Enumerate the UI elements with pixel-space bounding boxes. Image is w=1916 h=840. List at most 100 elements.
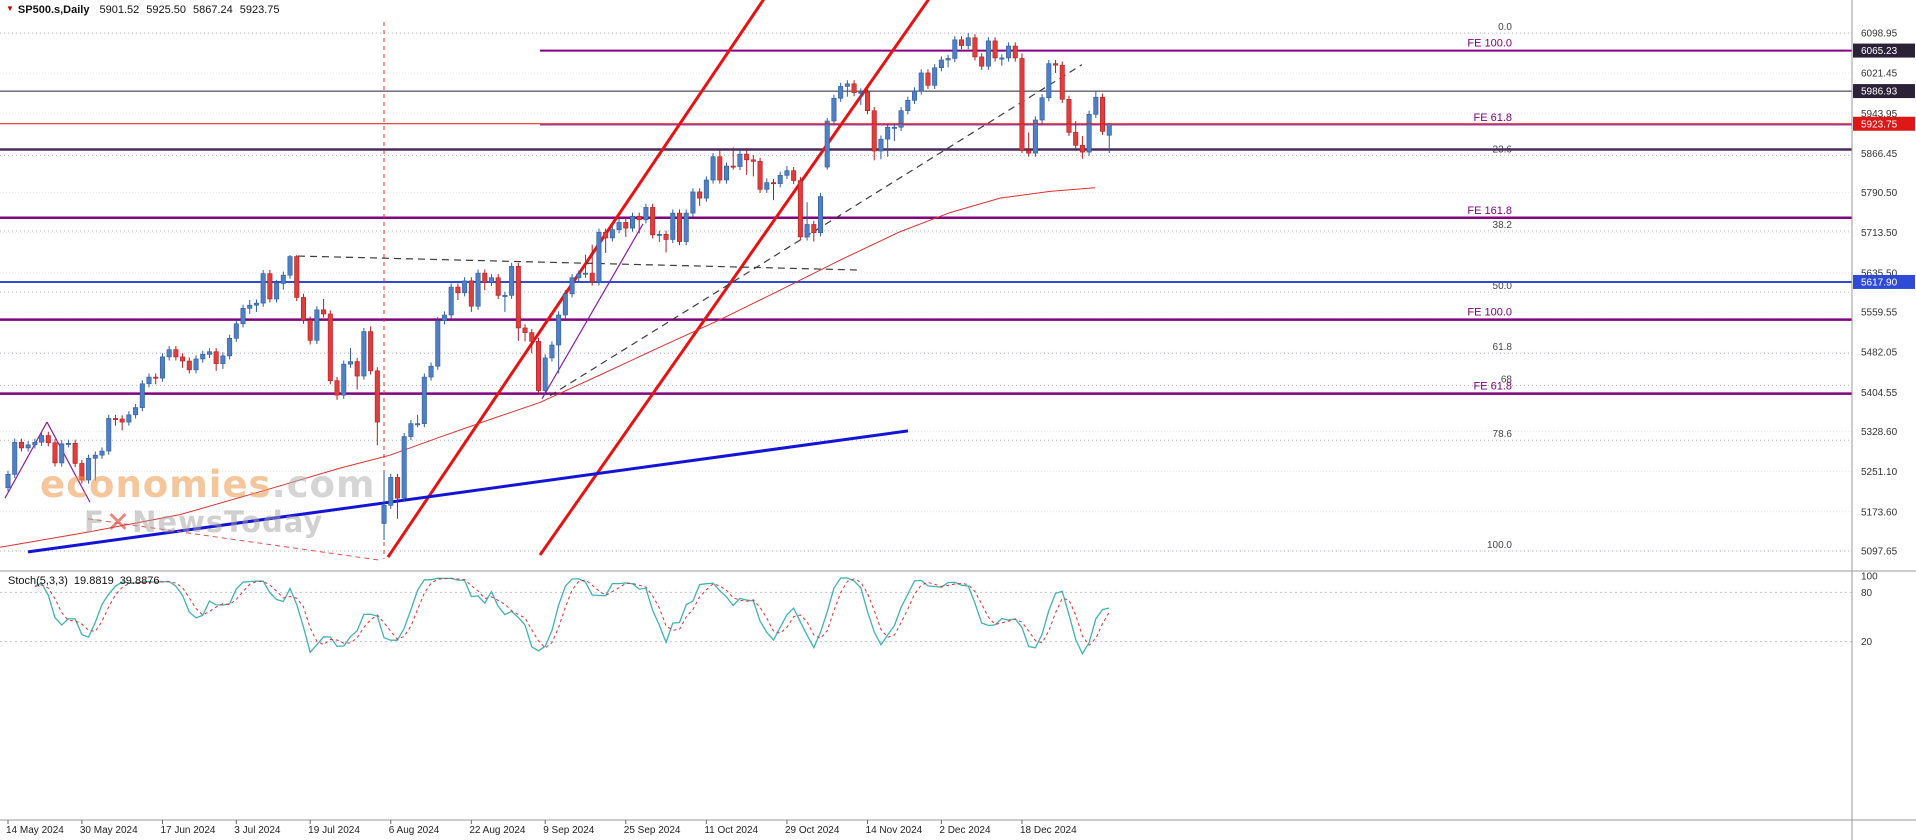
candle-body — [59, 443, 65, 464]
candle-body — [65, 442, 71, 445]
candle-body — [166, 349, 172, 358]
stoch-pane — [0, 577, 1852, 656]
candle-body — [180, 356, 186, 362]
candle-body — [327, 313, 333, 381]
candle-body — [220, 355, 226, 364]
candle-body — [92, 454, 98, 459]
stoch-axis-label: 100 — [1861, 572, 1878, 583]
date-label: 30 May 2024 — [80, 825, 138, 836]
candle-body — [972, 37, 978, 58]
candle-body — [542, 357, 548, 391]
trendline — [297, 255, 859, 271]
candle-body — [394, 477, 400, 499]
price-axis-label: 5482.05 — [1861, 348, 1898, 359]
price-axis-label: 6021.45 — [1861, 69, 1898, 80]
symbol-dropdown-icon[interactable]: ▼ — [6, 4, 14, 13]
candle-body — [959, 39, 965, 46]
candle-body — [992, 40, 998, 59]
candle-body — [240, 307, 246, 325]
date-label: 9 Sep 2024 — [543, 825, 595, 836]
candle-body — [556, 314, 562, 346]
candle-body — [213, 351, 219, 364]
candle-body — [455, 286, 461, 294]
fib-retracement-label: 68 — [1501, 374, 1513, 385]
trendline — [4, 421, 48, 499]
price-axis-label: 5943.95 — [1861, 109, 1898, 120]
candle-body — [818, 196, 824, 234]
candle-body — [374, 370, 380, 423]
candle-body — [569, 277, 575, 295]
candle-body — [697, 191, 703, 199]
candle-body — [764, 182, 770, 190]
candle-body — [797, 180, 803, 238]
candle-body — [193, 358, 199, 371]
moving-average-line — [0, 187, 1096, 548]
candle-body — [858, 91, 864, 94]
candle-body — [153, 376, 159, 379]
candle-body — [650, 207, 656, 236]
candle-body — [757, 161, 763, 190]
price-axis-label: 5251.10 — [1861, 467, 1898, 478]
candle-body — [1012, 45, 1018, 59]
candle-body — [535, 341, 541, 391]
price-axis-label: 5790.50 — [1861, 188, 1898, 199]
candle-body — [1086, 114, 1092, 153]
candle-body — [495, 277, 501, 296]
trendline — [46, 421, 91, 503]
fib-retracement-label: 50.0 — [1493, 281, 1513, 292]
symbol-period-label: SP500.s,Daily — [17, 4, 90, 16]
candle-body — [683, 212, 689, 242]
date-label: 19 Jul 2024 — [308, 825, 360, 836]
candle-body — [643, 207, 649, 221]
candle-body — [206, 351, 212, 355]
price-axis-label: 5559.55 — [1861, 308, 1898, 319]
trendline — [27, 429, 909, 554]
candle-body — [717, 156, 723, 181]
date-label: 2 Dec 2024 — [939, 825, 991, 836]
candle-body — [576, 273, 582, 279]
price-axis-marker — [1853, 43, 1915, 58]
candle-body — [112, 418, 118, 420]
candle-body — [300, 297, 306, 321]
price-axis-label: 6098.95 — [1861, 29, 1898, 40]
candle-body — [12, 441, 18, 475]
candle-body — [804, 224, 810, 238]
candle-body — [45, 435, 51, 444]
fib-retracement-label: 78.6 — [1493, 429, 1513, 440]
candle-body — [656, 234, 662, 236]
date-label: 17 Jun 2024 — [160, 825, 215, 836]
candle-body — [99, 450, 105, 456]
candle-body — [1059, 64, 1065, 100]
candle-body — [294, 256, 300, 298]
candle-body — [388, 477, 394, 506]
candle-body — [730, 165, 736, 168]
candle-body — [885, 126, 891, 140]
candle-body — [441, 314, 447, 321]
candle-body — [1073, 132, 1079, 146]
stoch-signal-line — [34, 577, 1110, 649]
candle-body — [1093, 96, 1099, 115]
candle-body — [1019, 58, 1025, 151]
candle-body — [582, 272, 588, 275]
candle-body — [260, 273, 266, 304]
candle-body — [932, 67, 938, 86]
candle-body — [871, 110, 877, 152]
candle-body — [435, 320, 441, 367]
candle-body — [1079, 145, 1085, 153]
candle-body — [200, 354, 206, 360]
candle-body — [133, 407, 139, 416]
candle-body — [603, 231, 609, 239]
candle-body — [724, 165, 730, 181]
chart-header: ▼ SP500.s,Daily 5901.52 5925.50 5867.24 5923.… — [6, 4, 287, 16]
candle-body — [159, 356, 165, 379]
candle-body — [629, 215, 635, 229]
indicator-name: Stoch(5,3,3) — [8, 575, 68, 587]
candle-body — [401, 436, 407, 499]
date-label: 6 Aug 2024 — [389, 825, 440, 836]
candle-body — [945, 58, 951, 61]
candles — [5, 33, 1112, 541]
date-label: 11 Oct 2024 — [704, 825, 758, 836]
candle-body — [274, 283, 280, 300]
